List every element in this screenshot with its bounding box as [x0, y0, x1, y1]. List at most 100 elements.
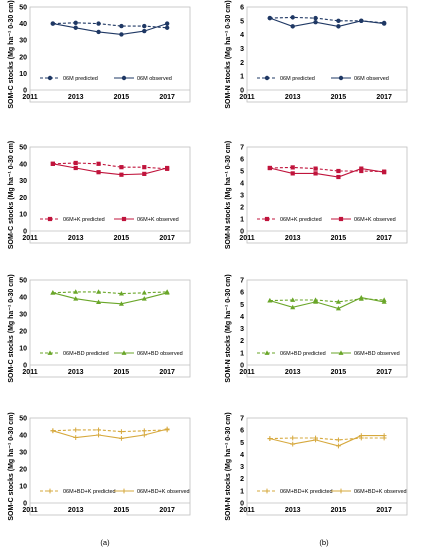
legend-label: 06M+BD+K observed	[354, 489, 407, 495]
data-point	[336, 437, 341, 443]
predicted-series-line	[52, 162, 168, 170]
y-tick-label: 40	[19, 295, 27, 302]
legend-marker	[47, 75, 53, 81]
plot-frame	[29, 279, 191, 378]
x-tick-label: 2015	[114, 94, 130, 101]
data-point	[50, 428, 56, 434]
plot-frame	[29, 417, 191, 516]
y-tick-label: 0	[23, 88, 27, 95]
x-tick-label: 2013	[285, 369, 301, 376]
legend-label: 06M+BD observed	[354, 351, 400, 357]
data-point	[118, 301, 124, 306]
y-tick-label: 3	[240, 326, 244, 333]
y-tick-label: 1	[240, 74, 244, 81]
chart-panel-1: 0 10 20 30 40 50 2011 2013 2015 2017 SOM-C stocks …	[8, 0, 191, 109]
data-point	[336, 443, 341, 449]
y-tick-label: 0	[23, 363, 27, 370]
legend-marker	[47, 488, 53, 494]
data-point	[119, 165, 124, 170]
legend-label: 06M+BD+K predicted	[63, 489, 116, 495]
data-point	[290, 24, 295, 29]
y-tick-label: 30	[19, 178, 27, 185]
y-axis-title: SOM-N stocks (Mg ha⁻¹ 0-30 cm)	[225, 141, 232, 249]
y-tick-label: 7	[240, 278, 244, 285]
y-axis-title: SOM-C stocks (Mg ha⁻¹ 0-30 cm)	[8, 274, 15, 382]
legend-marker	[47, 350, 53, 355]
y-axis-title: SOM-N stocks (Mg ha⁻¹ 0-30 cm)	[225, 0, 232, 108]
data-point	[335, 305, 341, 311]
x-tick-label: 2015	[114, 507, 130, 514]
x-tick-label: 2015	[331, 369, 347, 376]
data-point	[358, 433, 364, 439]
plot-frame	[246, 417, 408, 516]
chart-panel-5: 0 10 20 30 40 50 2011 2013 2015 2017 SOM-C stocks …	[8, 274, 191, 383]
x-tick-label: 2017	[376, 369, 392, 376]
x-tick-label: 2013	[68, 235, 84, 242]
y-axis-title: SOM-N stocks (Mg ha⁻¹ 0-30 cm)	[225, 412, 232, 520]
data-point	[313, 299, 319, 304]
y-tick-label: 30	[19, 38, 27, 45]
data-point	[141, 290, 147, 295]
y-axis-title: SOM-C stocks (Mg ha⁻¹ 0-30 cm)	[8, 141, 15, 249]
legend-marker	[338, 350, 344, 355]
data-point	[381, 21, 387, 26]
legend-marker	[264, 75, 270, 81]
data-point	[336, 174, 341, 180]
predicted-series-line	[269, 437, 385, 441]
data-point	[141, 432, 147, 438]
y-tick-label: 0	[23, 229, 27, 236]
data-point	[142, 171, 147, 176]
y-tick-label: 0	[240, 501, 244, 508]
y-tick-label: 0	[240, 229, 244, 236]
y-tick-label: 6	[240, 5, 244, 12]
data-point	[119, 429, 124, 434]
data-point	[267, 436, 273, 442]
data-point	[313, 437, 318, 443]
data-point	[313, 15, 318, 21]
caption-a: (a)	[100, 538, 110, 547]
data-point	[119, 23, 124, 29]
predicted-series-line	[269, 16, 385, 24]
y-tick-label: 20	[19, 54, 27, 61]
data-point	[381, 433, 387, 439]
chart-panel-3: 0 10 20 30 40 50 2011 2013 2015 2017 SOM-C stocks …	[8, 141, 191, 249]
y-tick-label: 3	[240, 46, 244, 53]
x-tick-label: 2011	[22, 235, 37, 242]
data-point	[359, 168, 364, 174]
x-tick-label: 2017	[159, 235, 175, 242]
data-point	[73, 25, 78, 30]
legend-marker	[47, 216, 53, 222]
y-axis-title: SOM-C stocks (Mg ha⁻¹ 0-30 cm)	[8, 412, 15, 520]
data-point	[313, 20, 318, 25]
data-point	[336, 24, 341, 29]
data-point	[164, 426, 170, 432]
x-tick-label: 2017	[159, 369, 175, 376]
y-tick-label: 4	[240, 452, 244, 459]
data-point	[313, 166, 318, 171]
data-point	[96, 21, 101, 26]
x-tick-label: 2011	[22, 94, 37, 101]
x-tick-label: 2013	[68, 507, 84, 514]
legend-label: 06M+BD predicted	[63, 351, 109, 357]
data-point	[336, 18, 341, 24]
data-point	[290, 15, 295, 20]
y-tick-label: 6	[240, 157, 244, 164]
legend-marker	[121, 216, 127, 222]
legend-label: 06M+K observed	[137, 217, 179, 223]
data-point	[164, 21, 170, 26]
x-tick-label: 2011	[22, 369, 37, 376]
data-point	[96, 427, 101, 433]
predicted-series-line	[52, 429, 168, 433]
x-tick-label: 2015	[331, 507, 347, 514]
y-tick-label: 1	[240, 217, 244, 224]
data-point	[119, 172, 124, 177]
y-tick-label: 4	[240, 314, 244, 321]
y-tick-label: 3	[240, 193, 244, 200]
legend-marker	[121, 350, 127, 355]
predicted-series-line	[269, 298, 385, 303]
predicted-series-line	[269, 166, 385, 173]
y-tick-label: 10	[19, 346, 27, 353]
plot-frame	[246, 146, 408, 244]
y-tick-label: 50	[19, 145, 27, 152]
data-point	[73, 289, 79, 294]
